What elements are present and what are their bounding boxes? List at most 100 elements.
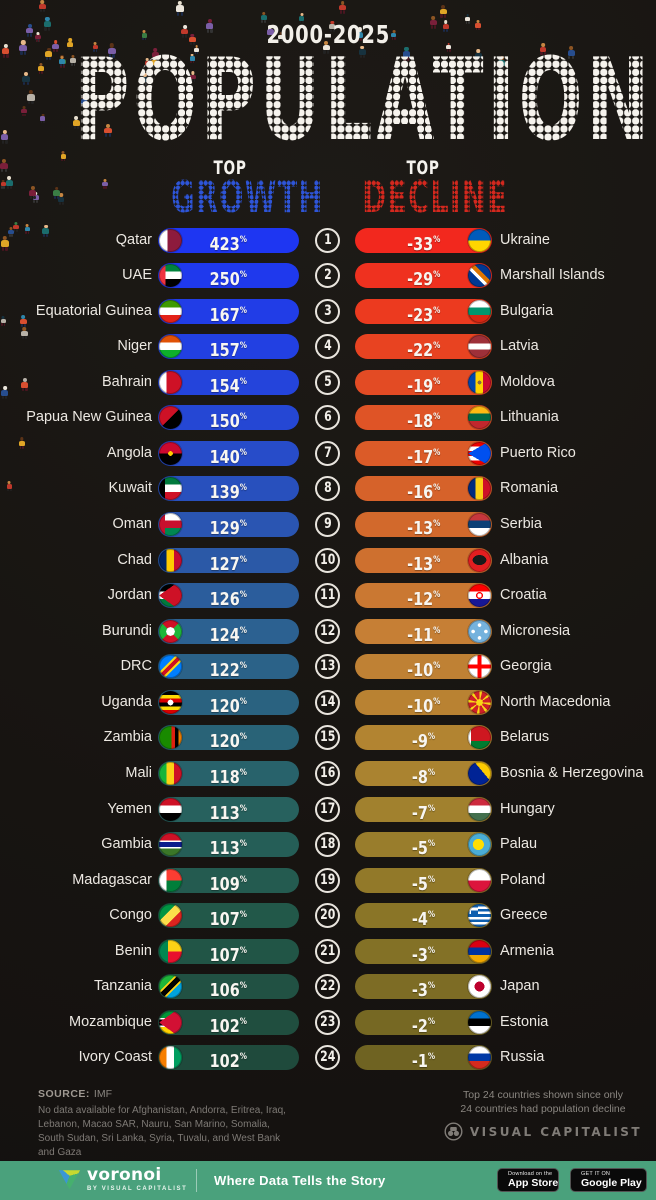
decline-flag-icon: [468, 975, 491, 999]
voronoi-wordmark: voronoi: [87, 1165, 162, 1185]
decline-value: -23%: [406, 304, 441, 326]
decline-flag-icon: [468, 690, 491, 714]
growth-flag-icon: [159, 406, 182, 430]
crowd-person: [21, 327, 28, 339]
ranking-row: Qatar 423% 1 -33% Ukraine: [0, 227, 656, 255]
decline-value: -19%: [406, 375, 441, 397]
decline-bar: -29%: [355, 263, 492, 290]
source-line: SOURCE: IMF: [38, 1088, 112, 1100]
crowd-person: [355, 27, 364, 42]
app-store-badge-top-text: Download on the: [508, 1170, 553, 1177]
right-footnote-line1: Top 24 countries shown since only: [463, 1089, 623, 1101]
growth-bar: 139%: [158, 476, 299, 503]
crowd-person: [194, 44, 199, 54]
rank-badge: 11: [315, 583, 340, 609]
crowd-person: [140, 72, 149, 87]
decline-value: -8%: [411, 766, 436, 788]
crowd-person: [6, 481, 13, 492]
rank-badge: 23: [315, 1009, 340, 1035]
crowd-person: [567, 46, 575, 60]
crowd-person: [0, 129, 9, 144]
crowd-person: [429, 16, 437, 29]
growth-flag-icon: [159, 833, 182, 857]
growth-value: 120%: [209, 695, 248, 717]
ranking-row: Papua New Guinea 150% 6 -18% Lithuania: [0, 405, 656, 433]
divider: [196, 1169, 197, 1192]
rank-badge: 3: [315, 298, 340, 324]
growth-value: 140%: [209, 446, 248, 468]
growth-value: 113%: [209, 802, 248, 824]
growth-flag-icon: [159, 1046, 182, 1070]
decline-bar: -18%: [355, 405, 492, 433]
crowd-person: [189, 53, 195, 64]
decline-flag-icon: [468, 655, 491, 679]
growth-value: 423%: [209, 233, 248, 255]
visual-capitalist-brand: VISUAL CAPITALIST: [438, 1122, 648, 1141]
growth-flag-icon: [159, 370, 182, 394]
growth-country-label: Kuwait: [108, 480, 152, 497]
decline-flag-icon: [468, 335, 491, 359]
decline-country-label: Armenia: [500, 942, 554, 959]
decline-value: -3%: [411, 980, 436, 1002]
decline-country-label: Russia: [500, 1049, 545, 1066]
decline-bar: -3%: [355, 938, 492, 966]
growth-flag-icon: [159, 726, 182, 750]
google-play-badge[interactable]: GET IT ON Google Play: [570, 1168, 647, 1192]
growth-value: 154%: [209, 375, 248, 397]
crowd-person: [26, 90, 35, 105]
crowd-person: [53, 186, 60, 199]
ranking-row: Jordan 126% 11 -12% Croatia: [0, 583, 656, 610]
growth-bar: 107%: [158, 903, 299, 930]
growth-bar: 113%: [158, 796, 299, 824]
decline-country-label: Bulgaria: [500, 302, 554, 319]
crowd-person: [59, 56, 65, 67]
crowd-person: [102, 178, 108, 189]
decline-value: -13%: [406, 553, 441, 575]
voronoi-logo: voronoi BY VISUAL CAPITALIST: [58, 1167, 187, 1192]
crowd-person: [144, 57, 150, 67]
crowd-person: [465, 14, 471, 24]
growth-flag-icon: [159, 868, 182, 892]
growth-flag-icon: [159, 975, 182, 999]
crowd-person: [107, 43, 116, 59]
decline-country-label: Greece: [500, 907, 548, 924]
decline-flag-icon: [468, 264, 491, 288]
crowd-person: [329, 21, 336, 33]
decline-country-label: Micronesia: [500, 622, 571, 639]
decline-flag-icon: [468, 441, 491, 465]
decline-bar: -5%: [355, 867, 492, 895]
growth-country-label: Niger: [117, 338, 152, 355]
decline-country-label: North Macedonia: [500, 693, 611, 710]
decline-value: -5%: [411, 838, 436, 860]
growth-country-label: Yemen: [107, 800, 152, 817]
decline-country-label: Lithuania: [500, 409, 559, 426]
crowd-person: [190, 71, 197, 83]
rank-badge: 24: [315, 1045, 340, 1071]
crowd-person: [439, 4, 447, 18]
growth-bar: 140%: [158, 440, 299, 468]
crowd-person: [12, 221, 19, 233]
growth-value: 102%: [209, 1051, 248, 1073]
decline-bar: -12%: [355, 583, 492, 610]
app-store-badge[interactable]: Download on the App Store: [497, 1168, 559, 1192]
rank-badge: 9: [315, 512, 340, 538]
ranking-row: Bahrain 154% 5 -19% Moldova: [0, 369, 656, 397]
growth-bar: 102%: [158, 1009, 299, 1037]
rank-badge: 10: [315, 547, 340, 573]
decline-value: -18%: [406, 411, 441, 433]
crowd-person: [442, 20, 450, 33]
decline-flag-icon: [468, 761, 491, 785]
app-store-badge-bottom-text: App Store: [508, 1177, 559, 1189]
right-footnote: Top 24 countries shown since only 24 cou…: [438, 1088, 648, 1116]
crowd-person: [28, 185, 37, 200]
growth-bar: 124%: [158, 618, 299, 646]
growth-value: 113%: [209, 838, 248, 860]
growth-bar: 107%: [158, 938, 299, 966]
crowd-person: [0, 235, 9, 251]
growth-flag-icon: [159, 513, 182, 537]
growth-country-label: UAE: [122, 267, 152, 284]
decline-value: -13%: [406, 518, 441, 540]
crowd-person: [1, 386, 9, 399]
crowd-person: [40, 113, 46, 124]
crowd-person: [176, 1, 184, 16]
